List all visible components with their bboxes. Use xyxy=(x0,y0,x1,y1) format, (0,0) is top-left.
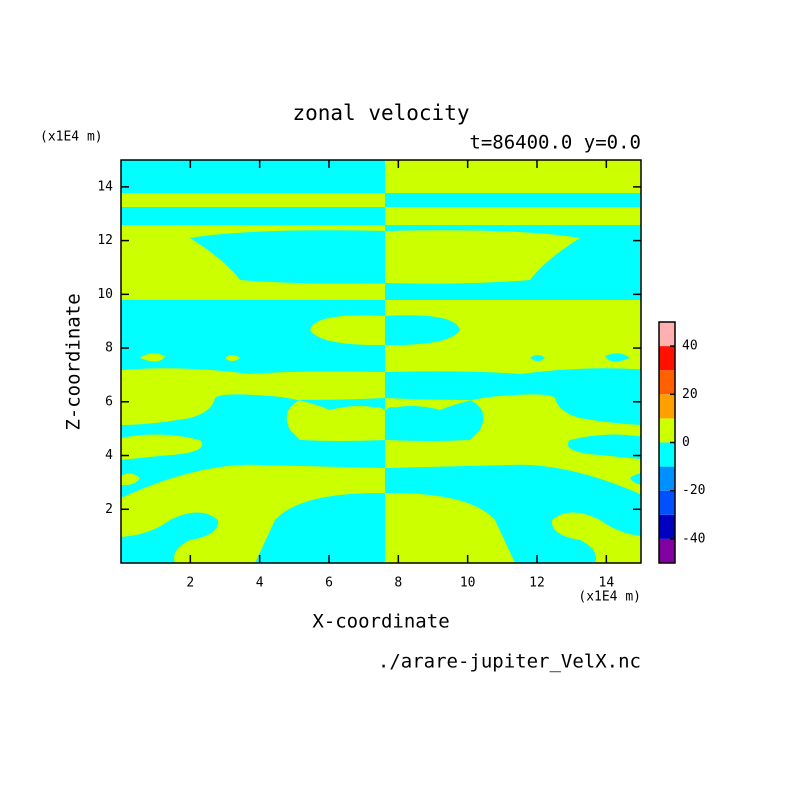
contour-region xyxy=(121,464,385,563)
contour-region xyxy=(605,353,630,362)
x-tick-label: 14 xyxy=(599,576,615,591)
chart-subtitle: t=86400.0 y=0.0 xyxy=(469,132,641,154)
contour-region xyxy=(385,225,641,300)
contour-region xyxy=(140,353,165,362)
contour-group xyxy=(121,193,385,563)
colorbar-tick-label: -20 xyxy=(682,483,705,498)
y-axis-label: Z-coordinate xyxy=(63,293,85,430)
y-unit: (x1E4 m) xyxy=(40,130,103,145)
x-tick-label: 12 xyxy=(529,576,545,591)
contour-region xyxy=(310,315,385,346)
colorbar-bin xyxy=(659,418,675,443)
contour-group xyxy=(385,193,641,563)
plot-frame xyxy=(120,159,642,564)
colorbar-tick-label: 40 xyxy=(682,339,698,354)
x-tick-label: 10 xyxy=(460,576,476,591)
y-tick-label: 10 xyxy=(97,287,113,302)
colorbar-bin xyxy=(659,514,675,539)
x-tick-label: 2 xyxy=(186,576,194,591)
contour-region xyxy=(121,368,385,460)
colorbar-bin xyxy=(659,322,675,347)
colorbar-tick-label: -40 xyxy=(682,531,705,546)
colorbar: 40 20 0 -20 -40 xyxy=(658,321,705,564)
y-tick-label: 4 xyxy=(105,448,113,463)
y-tick-label: 6 xyxy=(105,394,113,409)
contour-region xyxy=(385,368,641,460)
contour-region xyxy=(121,473,140,486)
contour-region xyxy=(121,225,385,300)
contour-field xyxy=(121,160,641,563)
x-axis-label: X-coordinate xyxy=(312,611,449,633)
colorbar-tick-label: 0 xyxy=(682,435,690,450)
x-tick-label: 8 xyxy=(394,576,402,591)
colorbar-bin xyxy=(659,490,675,515)
y-tick-label: 2 xyxy=(105,502,113,517)
colorbar-bin xyxy=(659,442,675,467)
y-tick-label: 12 xyxy=(97,233,113,248)
y-tick-label: 14 xyxy=(97,179,113,194)
contour-region xyxy=(225,355,240,361)
colorbar-bin xyxy=(659,466,675,491)
contour-region xyxy=(386,407,398,413)
x-tick-label: 6 xyxy=(325,576,333,591)
colorbar-bin xyxy=(659,394,675,419)
colorbar-tick-label: 20 xyxy=(682,387,698,402)
contour-region xyxy=(630,473,641,485)
axes: 2 4 6 8 10 12 14 2 4 6 8 10 12 14 xyxy=(97,159,642,591)
contour-region xyxy=(340,423,385,437)
y-tick-label: 8 xyxy=(105,341,113,356)
contour-region xyxy=(385,315,460,346)
contour-region xyxy=(372,407,384,413)
colorbar-bin xyxy=(659,538,675,563)
contour-region xyxy=(385,464,641,563)
contour-region xyxy=(121,193,385,207)
colorbar-bin xyxy=(659,370,675,395)
contour-region xyxy=(530,355,545,361)
colorbar-bin xyxy=(659,346,675,371)
x-unit: (x1E4 m) xyxy=(578,590,641,605)
x-tick-label: 4 xyxy=(256,576,264,591)
chart-title: zonal velocity xyxy=(292,101,469,125)
source-label: ./arare-jupiter_VelX.nc xyxy=(378,651,641,673)
contour-region xyxy=(385,423,430,437)
contour-region xyxy=(385,193,641,207)
